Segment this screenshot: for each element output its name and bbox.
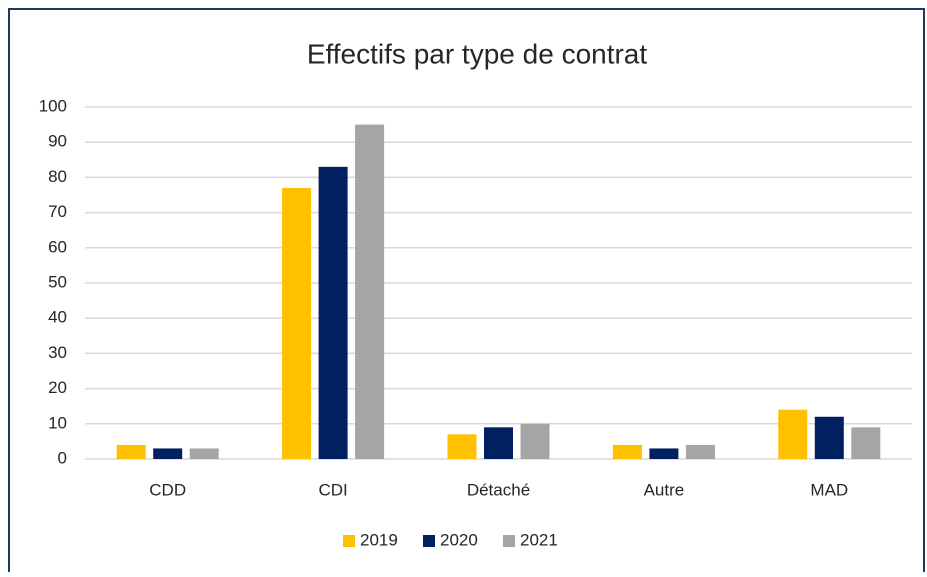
legend-swatch (343, 535, 355, 547)
x-tick-label: CDI (318, 480, 347, 499)
legend-label: 2020 (440, 530, 478, 549)
bar (116, 444, 146, 459)
bar (189, 448, 219, 459)
y-tick-label: 10 (48, 413, 67, 432)
x-tick-label: Autre (644, 480, 685, 499)
y-tick-label: 90 (48, 132, 67, 151)
bar (520, 423, 550, 459)
legend-label: 2019 (360, 530, 398, 549)
y-tick-label: 40 (48, 308, 67, 327)
bar (778, 409, 808, 459)
x-tick-label: MAD (810, 480, 848, 499)
bar (685, 444, 715, 459)
y-tick-label: 80 (48, 167, 67, 186)
y-tick-label: 70 (48, 202, 67, 221)
bar (851, 427, 881, 459)
bar (649, 448, 679, 459)
chart-border (8, 8, 925, 577)
y-tick-label: 50 (48, 272, 67, 291)
bar (612, 444, 642, 459)
bar (282, 187, 312, 459)
y-tick-label: 0 (58, 448, 67, 467)
legend-swatch (503, 535, 515, 547)
y-tick-label: 60 (48, 237, 67, 256)
bar (814, 416, 844, 459)
bar (318, 166, 348, 459)
y-tick-label: 20 (48, 378, 67, 397)
legend-swatch (423, 535, 435, 547)
x-tick-label: CDD (149, 480, 186, 499)
y-tick-label: 30 (48, 343, 67, 362)
bar (447, 434, 477, 459)
chart-title: Effectifs par type de contrat (307, 38, 648, 69)
legend-label: 2021 (520, 530, 558, 549)
bar (153, 448, 183, 459)
x-tick-label: Détaché (467, 480, 530, 499)
y-tick-label: 100 (39, 96, 67, 115)
bar (355, 124, 385, 459)
bar (484, 427, 513, 459)
